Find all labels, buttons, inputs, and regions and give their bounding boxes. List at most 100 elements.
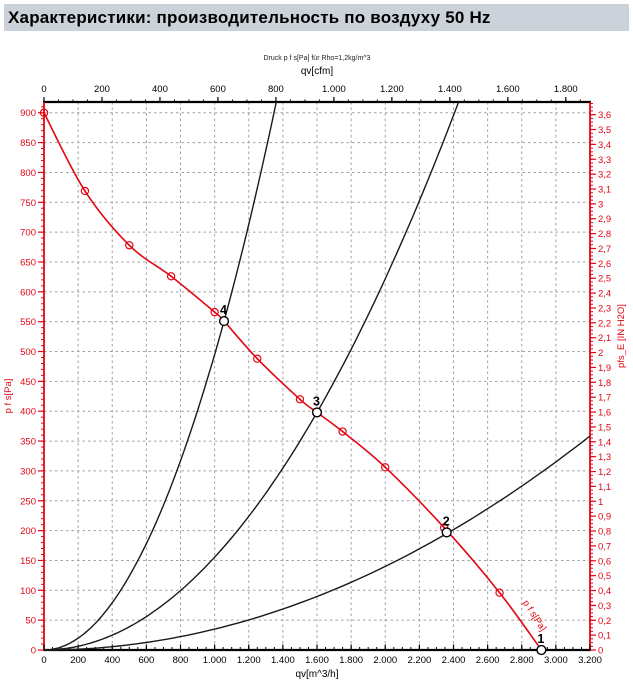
bottom-tick-label: 1.200 — [237, 655, 261, 666]
right-tick-label: 2,1 — [598, 333, 611, 344]
top-tick-label: 1.600 — [496, 84, 520, 95]
system-curve-4 — [43, 101, 277, 651]
left-tick-label: 200 — [20, 526, 36, 537]
bottom-tick-label: 1.800 — [339, 655, 363, 666]
left-tick-label: 700 — [20, 228, 36, 239]
bottom-tick-label: 2.400 — [442, 655, 466, 666]
right-tick-label: 2 — [598, 348, 603, 359]
right-tick-label: 0 — [598, 646, 603, 657]
bottom-tick-label: 3.200 — [578, 655, 602, 666]
left-tick-label: 350 — [20, 437, 36, 448]
right-tick-label: 3,1 — [598, 184, 611, 195]
top-tick-label: 800 — [268, 84, 284, 95]
right-tick-label: 3,5 — [598, 125, 611, 136]
bottom-tick-label: 2.600 — [476, 655, 500, 666]
operating-point-label: 1 — [537, 632, 544, 646]
top-tick-label: 0 — [41, 84, 46, 95]
operating-point-label: 3 — [313, 394, 320, 408]
right-tick-label: 0,5 — [598, 571, 611, 582]
right-tick-label: 2,6 — [598, 259, 611, 270]
left-tick-label: 100 — [20, 586, 36, 597]
right-tick-label: 1 — [598, 497, 603, 508]
right-tick-label: 2,7 — [598, 244, 611, 255]
right-tick-label: 0,7 — [598, 541, 611, 552]
fan-curve-marker-dot — [384, 466, 387, 469]
right-tick-label: 1,8 — [598, 378, 611, 389]
right-tick-label: 2,3 — [598, 303, 611, 314]
top-tick-label: 1.400 — [438, 84, 462, 95]
right-tick-label: 2,2 — [598, 318, 611, 329]
bottom-axis-ticks: 0 200 400 600 800 1.000 1.200 1.400 1.600 1.800 2.… — [41, 644, 602, 666]
left-tick-label: 650 — [20, 257, 36, 268]
fan-curve-marker-dot — [84, 190, 86, 192]
right-tick-label: 0,2 — [598, 616, 611, 627]
title-bar: Характеристики: производительность по во… — [4, 4, 629, 31]
right-tick-label: 3,3 — [598, 155, 611, 166]
left-tick-label: 150 — [20, 556, 36, 567]
bottom-tick-label: 800 — [173, 655, 189, 666]
system-curve-2 — [44, 435, 591, 651]
right-tick-label: 3,6 — [598, 110, 611, 121]
right-axis-ticks: 0 0,1 0,2 0,3 0,4 0,5 0,6 0,7 0,8 0,9 1 1,1 1,2 1,3 1,… — [590, 102, 611, 657]
right-tick-label: 1,4 — [598, 437, 611, 448]
left-axis-title: p f s[Pa] — [3, 379, 14, 414]
bottom-tick-label: 2.000 — [373, 655, 397, 666]
performance-chart: 0 200 400 600 800 1.000 1.200 1.400 1.600 1.800qv… — [3, 55, 627, 680]
bottom-tick-label: 600 — [138, 655, 154, 666]
fan-curve-markers — [39, 108, 504, 597]
operating-point-marker — [218, 315, 230, 327]
left-tick-label: 400 — [20, 407, 36, 418]
bottom-tick-label: 3.000 — [544, 655, 568, 666]
right-tick-label: 0,3 — [598, 601, 611, 612]
left-tick-label: 300 — [20, 466, 36, 477]
right-tick-label: 1,3 — [598, 452, 611, 463]
chart-area: 0 200 400 600 800 1.000 1.200 1.400 1.600 1.800 qv… — [0, 38, 633, 688]
operating-point-label: 2 — [443, 514, 450, 528]
right-tick-label: 1,1 — [598, 482, 611, 493]
curve-annotation: p f s[Pa] — [520, 598, 548, 633]
fan-curve-marker — [210, 307, 219, 317]
right-tick-label: 0,4 — [598, 586, 611, 597]
right-tick-label: 3,2 — [598, 170, 611, 181]
fan-curve-marker-dot — [299, 398, 301, 401]
right-tick-label: 0,9 — [598, 512, 611, 523]
bottom-tick-label: 2.200 — [407, 655, 431, 666]
bottom-tick-label: 1.600 — [305, 655, 329, 666]
operating-point-1: 1 — [536, 632, 547, 656]
fan-curve-marker-dot — [213, 311, 216, 314]
top-tick-label: 200 — [94, 84, 110, 95]
left-tick-label: 550 — [20, 317, 36, 328]
fan-curve-marker-dot — [341, 430, 344, 433]
operating-point-marker — [536, 644, 547, 656]
right-tick-label: 2,5 — [598, 274, 611, 285]
right-tick-label: 2,9 — [598, 214, 611, 225]
left-tick-label: 600 — [20, 287, 36, 298]
right-tick-label: 1,9 — [598, 363, 611, 374]
bottom-tick-label: 0 — [41, 655, 46, 666]
right-tick-label: 3,4 — [598, 140, 611, 151]
fan-curve-marker — [495, 588, 504, 597]
top-axis-title: qv[cfm] — [301, 66, 333, 77]
operating-point-marker — [311, 407, 323, 418]
fan-curve-marker-dot — [170, 275, 173, 278]
right-tick-label: 0,8 — [598, 527, 611, 538]
top-tick-label: 1.800 — [554, 84, 578, 95]
left-tick-label: 800 — [20, 168, 36, 179]
top-tick-label: 1.000 — [322, 84, 346, 95]
fan-curve-marker-dot — [128, 244, 131, 247]
operating-point-marker — [441, 527, 452, 538]
bottom-tick-label: 1.400 — [271, 655, 295, 666]
left-axis-ticks: 0 50 100 150 200 250 300 350 400 450 500 550 600 650 7… — [20, 106, 44, 657]
page-title: Характеристики: производительность по во… — [8, 7, 491, 27]
right-tick-label: 0,1 — [598, 631, 611, 642]
fan-curve-marker — [80, 186, 90, 196]
bottom-tick-label: 1.000 — [203, 655, 227, 666]
top-axis-ticks: 0 200 400 600 800 1.000 1.200 1.400 1.600 1.800 — [41, 84, 581, 102]
right-tick-label: 3 — [598, 199, 603, 210]
bottom-tick-label: 400 — [104, 655, 120, 666]
system-curve-3 — [43, 101, 460, 651]
bottom-tick-label: 2.800 — [510, 655, 534, 666]
top-tick-label: 600 — [210, 84, 226, 95]
right-tick-label: 1,6 — [598, 408, 611, 419]
